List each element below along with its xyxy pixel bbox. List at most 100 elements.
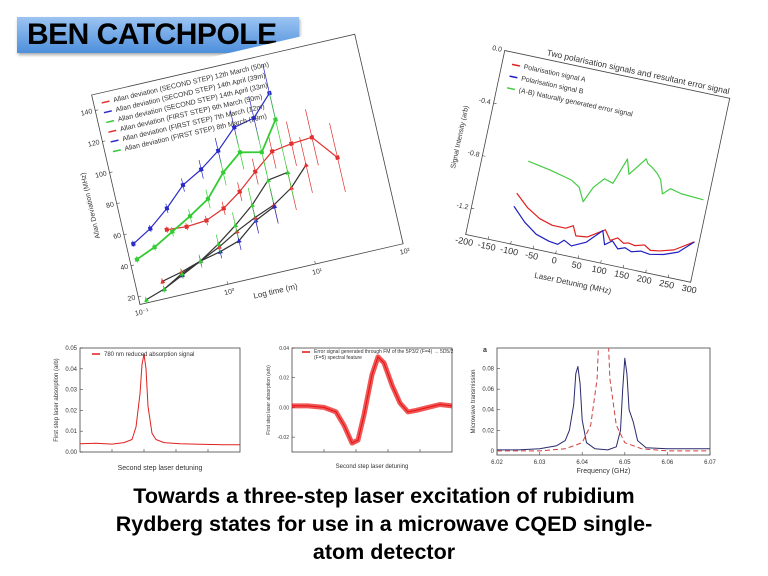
series-line [516,192,695,252]
caption-line: Rydberg states for use in a microwave CQ… [115,512,653,536]
y-tick-label: 140 [80,108,93,117]
y-tick-label: 120 [87,139,100,148]
data-point [273,117,278,122]
y-axis-label: First step laser absorption (arb) [266,365,272,435]
caption-line: Towards a three-step laser excitation of… [133,484,635,508]
x-tick-label: 100 [591,264,608,277]
y-tick-label: 20 [127,294,136,303]
x-tick [667,274,670,278]
y-tick [123,233,127,235]
y-tick [504,50,508,52]
series-group [292,354,452,446]
data-point [218,249,224,255]
data-point [144,297,150,303]
data-point [237,149,243,155]
data-point [130,241,136,247]
legend-label: Error signal generated through FM of the… [314,349,454,361]
x-tick [555,250,557,254]
y-tick-label: -1.2 [456,202,469,211]
data-point [251,115,257,121]
data-point [234,229,240,234]
y-tick-label: 0.0 [491,45,502,54]
data-point [236,238,242,244]
y-tick-label: 0.02 [279,376,289,382]
y-tick-label: 0.00 [279,405,289,411]
x-tick-label: 0 [551,255,558,266]
y-tick-label: 0.03 [65,388,77,394]
series-group [497,348,710,452]
legend-swatch [506,87,516,91]
y-tick-label: 0.04 [482,408,494,414]
series-line [497,348,710,452]
series-line [513,205,695,256]
x-tick [139,301,141,305]
x-tick-label: -50 [524,249,539,261]
legend-swatch [110,139,119,143]
x-axis-label: Frequency (GHz) [577,468,631,475]
data-point [164,227,170,233]
x-tick-label: 6.03 [534,460,546,466]
y-tick-label: -0.4 [478,97,491,106]
y-axis-label: Microwave transmission [471,369,477,433]
x-tick-label: 6.06 [662,460,674,466]
y-tick [471,207,475,210]
data-point [259,149,265,155]
x-tick [690,279,692,283]
polarisation-signal-chart: 0.0 -0.4 -0.8 -1.2 -200 -150 -100 -50 0 50 100 150 2… [428,32,742,324]
x-tick-label: 200 [636,273,653,286]
y-tick-label: 0.04 [279,346,289,352]
data-point [187,213,193,219]
x-tick-label: -100 [499,244,519,258]
x-tick-label: 10¹ [312,268,324,277]
data-point [205,196,211,202]
series-group [513,158,704,256]
x-tick-label: 6.07 [704,460,716,466]
data-point [152,244,157,250]
legend-swatch [511,63,521,67]
data-point [237,189,243,194]
y-tick-label: 40 [120,263,129,272]
x-tick [402,240,404,244]
x-tick-label: 300 [681,283,698,296]
data-point [147,226,153,231]
x-tick-label: 10² [399,247,411,256]
y-tick-label: -0.02 [278,435,290,441]
error-signal-chart: 0.04 0.02 0.00 -0.02 Second step laser detun… [252,340,457,470]
data-point [285,169,291,175]
series-band [292,354,452,446]
data-point [164,205,170,211]
data-point [169,229,175,235]
data-point [266,177,272,183]
legend-swatch [112,149,121,153]
x-axis-label: Log time (m) [253,282,299,301]
y-tick-label: -0.8 [467,150,480,159]
x-tick [645,269,647,273]
data-point [233,222,239,228]
y-tick-label: 0.01 [65,429,77,435]
plot-frame [291,347,453,453]
y-tick [95,109,99,111]
data-point [309,134,315,140]
data-point [179,271,185,277]
data-point [253,218,259,224]
slide-caption: Towards a three-step laser excitation of… [0,482,768,566]
data-point [160,278,166,284]
x-axis-label: Second step laser detuning [336,464,409,470]
y-tick-label: 0.06 [482,387,494,393]
y-tick-label: 80 [106,201,115,210]
x-tick [510,240,512,245]
y-tick-label: 0 [491,449,495,455]
allan-deviation-chart: 20 40 60 80 100 120 140 10⁻¹ 10⁰ 10¹ 10² Log time (… [50,22,420,343]
data-point [253,215,258,220]
data-point [269,149,275,154]
y-axis-label: Signal Intensity (arb) [450,105,470,169]
author-name: BEN CATCHPOLE [27,18,277,51]
data-point [184,224,190,230]
y-tick [130,264,135,266]
data-point [272,204,278,209]
data-point [304,162,309,168]
plot-frame [91,33,404,305]
data-point [198,167,204,172]
y-tick-label: 0.00 [65,450,77,456]
x-tick-label: -150 [477,239,497,253]
